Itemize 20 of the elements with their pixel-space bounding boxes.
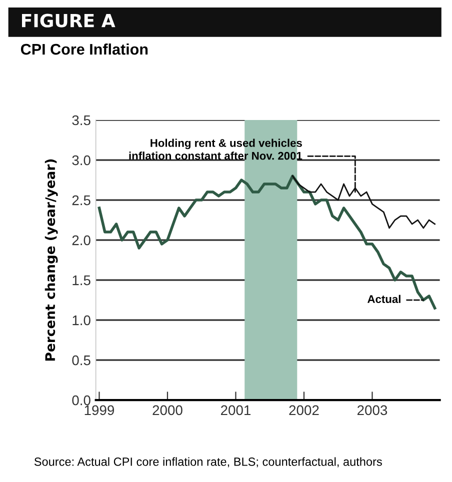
x-tick-label: 2001 bbox=[220, 405, 251, 416]
x-tick-label: 2003 bbox=[357, 405, 388, 416]
y-tick-label: 3.5 bbox=[72, 115, 90, 126]
annotation: Holding rent & used vehicles inflation constant after Nov. 2001 bbox=[129, 138, 302, 160]
y-tick-label: 2.5 bbox=[72, 195, 90, 206]
annotation: Actual bbox=[368, 294, 400, 304]
y-tick-label: 1.0 bbox=[72, 315, 90, 326]
line-series bbox=[98, 174, 436, 310]
y-tick-label: 2.0 bbox=[72, 235, 90, 246]
y-tick-label: 3.0 bbox=[72, 155, 90, 166]
y-tick-label: 0.5 bbox=[72, 355, 90, 366]
chart-subtitle: CPI Core Inflation bbox=[20, 43, 148, 55]
x-tick-label: 1999 bbox=[84, 405, 114, 416]
x-tick-label: 2000 bbox=[152, 405, 182, 416]
y-tick-label: 0.0 bbox=[72, 395, 90, 406]
y-tick-label: 1.5 bbox=[72, 276, 90, 286]
source-note: Source: Actual CPI core inflation rate, BLS; counterfactual, authors bbox=[34, 457, 382, 468]
x-tick-label: 2002 bbox=[289, 405, 319, 416]
y-axis-title: Percent change (year/year) bbox=[44, 159, 58, 361]
chart-title: FIGURE A bbox=[22, 14, 116, 28]
